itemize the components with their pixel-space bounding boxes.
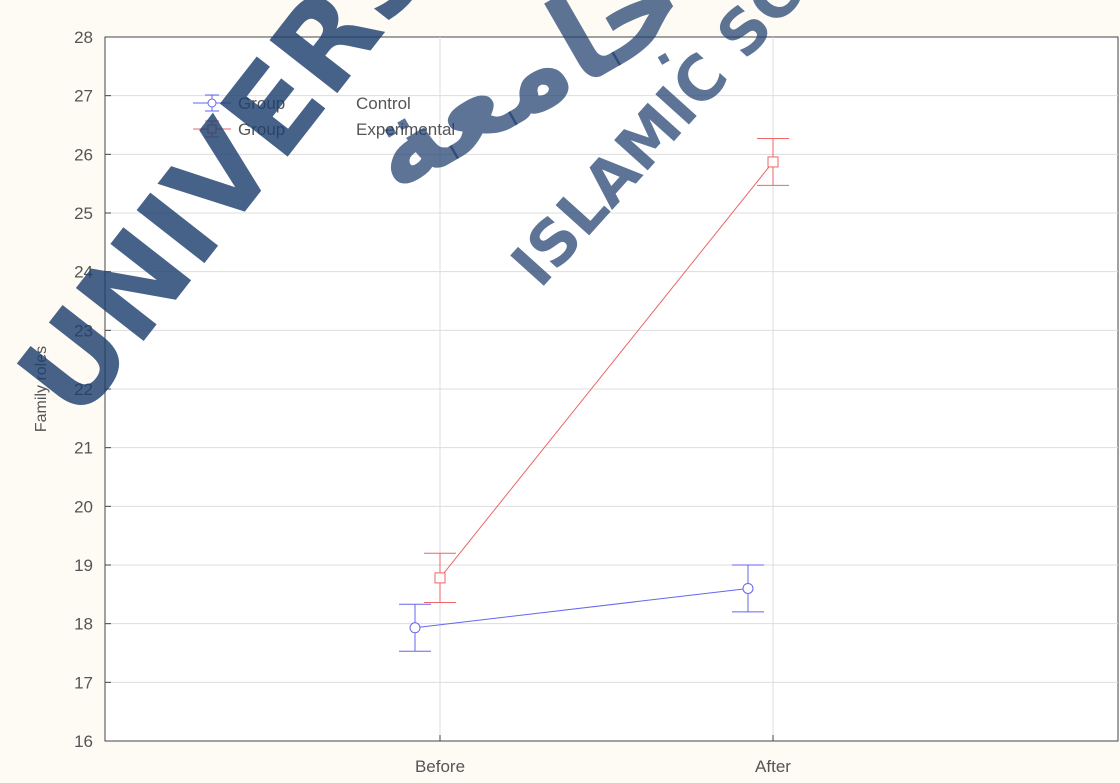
legend-label: Group xyxy=(238,120,285,139)
data-point xyxy=(767,156,779,168)
y-tick-label: 20 xyxy=(74,497,93,516)
legend-value: Control xyxy=(356,94,411,113)
legend-marker xyxy=(207,98,217,108)
y-tick-label: 26 xyxy=(74,145,93,164)
legend-marker xyxy=(207,124,217,134)
y-tick-label: 22 xyxy=(74,380,93,399)
legend-label: Group xyxy=(238,94,285,113)
y-tick-label: 27 xyxy=(74,87,93,106)
y-tick-label: 18 xyxy=(74,615,93,634)
y-tick-label: 25 xyxy=(74,204,93,223)
series-line xyxy=(414,587,749,629)
legend-item-2: Group Experimental xyxy=(193,120,455,139)
y-tick-label: 16 xyxy=(74,732,93,751)
x-tick-label: After xyxy=(755,757,791,776)
series-2 xyxy=(424,137,789,604)
y-axis-label: Family roles xyxy=(33,346,50,432)
legend-value: Experimental xyxy=(356,120,455,139)
y-axis-ticks: 16 17 18 19 20 21 22 23 24 25 26 27 28 xyxy=(74,28,111,751)
y-tick-label: 21 xyxy=(74,439,93,458)
data-point xyxy=(742,582,754,594)
legend: Group Control Group Experimental xyxy=(193,94,455,139)
y-tick-label: 24 xyxy=(74,263,93,282)
y-tick-label: 28 xyxy=(74,28,93,47)
y-tick-label: 17 xyxy=(74,673,93,692)
data-point xyxy=(409,622,421,634)
y-tick-label: 19 xyxy=(74,556,93,575)
legend-item-1: Group Control xyxy=(193,94,411,113)
y-tick-label: 23 xyxy=(74,321,93,340)
x-axis-ticks: Before After xyxy=(415,735,791,776)
x-tick-label: Before xyxy=(415,757,465,776)
data-point xyxy=(434,572,446,584)
series-line xyxy=(439,161,774,579)
series-1 xyxy=(399,564,764,652)
grid-lines xyxy=(105,37,1118,741)
series-group xyxy=(399,137,789,652)
